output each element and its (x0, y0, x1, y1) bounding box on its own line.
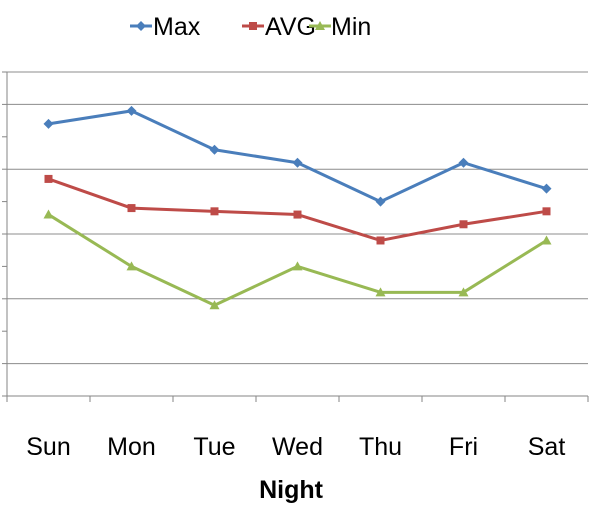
data-point-min (458, 287, 469, 297)
data-point-max (292, 157, 303, 168)
series-line-avg (48, 177, 547, 242)
data-point-min (209, 300, 220, 310)
data-point-avg (210, 207, 219, 216)
data-point-min (541, 235, 552, 245)
data-point-min (43, 209, 54, 219)
axes (2, 71, 589, 402)
gridlines (7, 71, 588, 365)
data-point-max (209, 144, 220, 155)
x-axis-title: Night (259, 476, 324, 504)
data-point-min (292, 261, 303, 271)
data-point-avg (44, 174, 53, 183)
legend-marker (249, 22, 257, 30)
x-tick-label: Sun (26, 433, 70, 461)
legend-label: AVG (265, 13, 316, 41)
legend-marker (315, 21, 325, 30)
data-point-min (126, 261, 137, 271)
series-max (43, 105, 552, 207)
legend-label: Min (331, 13, 371, 41)
series-layer (43, 105, 552, 310)
legend: Max AVG Min (130, 13, 371, 41)
data-point-avg (293, 210, 302, 219)
x-tick-label: Wed (272, 433, 323, 461)
legend-item-avg: AVG (242, 13, 316, 41)
legend-item-max: Max (130, 13, 201, 41)
data-point-max (126, 105, 137, 116)
x-tick-label: Tue (193, 433, 235, 461)
series-avg (44, 174, 551, 245)
series-min (43, 209, 552, 310)
data-point-max (43, 118, 54, 129)
data-point-avg (459, 220, 468, 229)
data-point-min (375, 287, 386, 297)
x-tick-label: Sat (528, 433, 566, 461)
data-point-avg (127, 204, 136, 213)
x-tick-label: Mon (107, 433, 156, 461)
series-line-min (47, 213, 548, 307)
x-tick-label: Thu (359, 433, 402, 461)
legend-marker (136, 21, 146, 31)
x-tick-labels: Sun Mon Tue Wed Thu Fri Sat (26, 433, 565, 461)
data-point-avg (542, 207, 551, 216)
data-point-max (458, 157, 469, 168)
legend-item-min: Min (309, 13, 371, 41)
data-point-avg (376, 236, 385, 245)
data-point-max (541, 183, 552, 194)
data-point-max (375, 196, 386, 207)
x-tick-label: Fri (449, 433, 478, 461)
legend-label: Max (153, 13, 201, 41)
series-line-max (48, 109, 547, 204)
